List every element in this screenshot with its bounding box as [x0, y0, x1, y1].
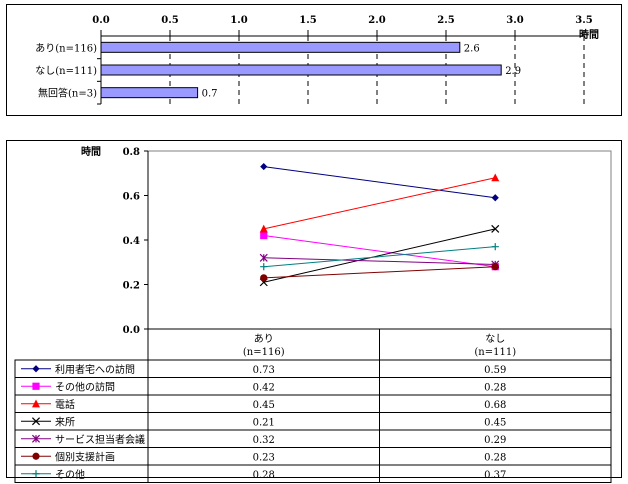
series-line-group — [259, 173, 500, 233]
line-chart-panel: 0.0 0.2 0.4 0.6 0.8 時間あり (n=116) なし (n=111) 利用者宅へ… — [6, 140, 622, 483]
series-line — [263, 266, 496, 279]
x-tick-label: 1.5 — [299, 15, 316, 26]
legend-label: その他 — [55, 468, 85, 481]
category-label: なし(n=111) — [35, 65, 97, 77]
data-point — [32, 365, 40, 373]
data-point — [491, 263, 499, 271]
table-cell-value: 0.42 — [253, 382, 275, 393]
series-line — [263, 235, 496, 268]
y-tick-label: 0.6 — [123, 192, 140, 203]
category-label: なし — [485, 333, 505, 345]
x-tick-label: 2.0 — [368, 15, 385, 26]
table-cell-value: 0.37 — [484, 470, 506, 481]
legend-label: サービス担当者会議 — [55, 433, 145, 446]
table-cell-value: 0.59 — [484, 365, 506, 376]
legend-key — [21, 434, 51, 443]
legend-label: 個別支援計画 — [55, 450, 115, 463]
data-point — [32, 470, 40, 478]
x-tick-label: 0.0 — [92, 15, 109, 26]
legend-label: その他の訪問 — [55, 380, 115, 393]
data-point — [32, 399, 40, 408]
series-line-group — [260, 243, 499, 271]
x-tick-label: 2.5 — [437, 15, 454, 26]
table-cell-value: 0.45 — [484, 417, 506, 428]
x-tick-label: 0.5 — [161, 15, 178, 26]
series-line — [263, 166, 496, 199]
series-line — [263, 257, 496, 265]
table-cell-value: 0.28 — [484, 382, 506, 393]
data-point — [31, 434, 41, 443]
series-line-group — [260, 263, 499, 282]
table-cell-value: 0.68 — [484, 400, 506, 411]
bar — [100, 41, 461, 53]
data-point — [259, 224, 268, 233]
series-line-group — [259, 224, 500, 287]
y-tick-label: 0.2 — [123, 281, 140, 292]
category-sublabel: (n=116) — [243, 347, 285, 358]
data-point — [259, 253, 268, 262]
table-cell-value: 0.28 — [484, 452, 506, 463]
data-point — [491, 224, 500, 233]
legend-key — [21, 399, 51, 408]
bar-value-label: 0.7 — [202, 89, 218, 100]
category-label: 無回答(n=3) — [38, 87, 97, 100]
table-cell-value: 0.21 — [253, 417, 275, 428]
table-cell-value: 0.29 — [484, 435, 506, 446]
table-cell-value: 0.73 — [253, 365, 275, 376]
data-point — [32, 452, 40, 460]
plot-area — [147, 150, 612, 330]
data-point — [32, 382, 40, 390]
bar-value-label: 2.9 — [505, 66, 521, 77]
x-unit-label: 時間 — [579, 28, 599, 41]
data-point — [491, 243, 499, 251]
x-tick-label: 3.0 — [506, 15, 523, 26]
y-axis-label: 時間 — [81, 145, 101, 158]
x-tick-label: 1.0 — [230, 15, 247, 26]
y-tick-label: 0.8 — [123, 147, 140, 158]
y-tick-label: 0.4 — [123, 236, 140, 247]
legend-label: 利用者宅への訪問 — [55, 363, 135, 376]
data-point — [260, 231, 268, 240]
data-point — [260, 263, 268, 271]
series-line — [263, 177, 496, 230]
data-point — [260, 274, 268, 282]
series-line — [263, 246, 496, 268]
data-point — [31, 417, 41, 426]
table-cell-value: 0.28 — [253, 470, 275, 481]
category-label: あり — [254, 333, 274, 345]
table-cell-value: 0.45 — [253, 400, 275, 411]
legend-label: 来所 — [55, 416, 75, 428]
legend-key — [21, 365, 51, 373]
table-cell-value: 0.32 — [253, 435, 275, 446]
legend-key — [21, 470, 51, 478]
category-label: あり(n=116) — [35, 42, 97, 54]
series-line-group — [260, 162, 499, 202]
bar — [100, 64, 502, 76]
legend-key — [21, 417, 51, 426]
table-cell-value: 0.23 — [253, 452, 275, 463]
bar-value-label: 2.6 — [464, 43, 480, 54]
legend-label: 電話 — [55, 398, 75, 411]
series-line — [263, 228, 496, 283]
data-point — [260, 162, 268, 171]
series-line-group — [260, 231, 499, 271]
bar — [100, 87, 199, 99]
legend-key — [21, 382, 51, 390]
category-sublabel: (n=111) — [474, 347, 516, 358]
legend-key — [21, 452, 51, 460]
y-tick-label: 0.0 — [123, 325, 140, 336]
x-tick-label: 3.5 — [575, 15, 592, 26]
data-point — [491, 173, 500, 182]
bar-chart-panel: 0.0 0.5 1.0 1.5 2.0 2.5 3.0 3.5 時間あり(n=116) 2.6 なし… — [6, 4, 622, 116]
data-point — [491, 194, 499, 202]
